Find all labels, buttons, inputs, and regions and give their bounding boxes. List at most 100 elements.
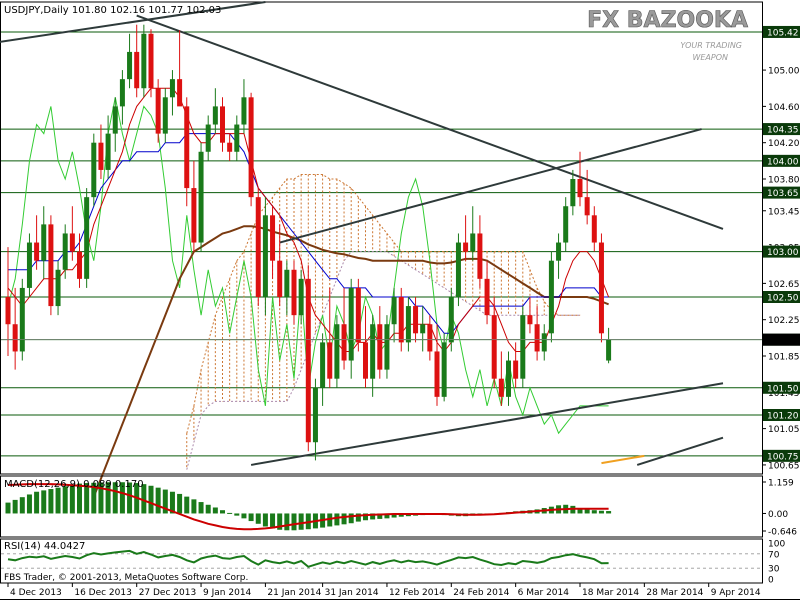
macd-bar (341, 513, 347, 525)
price-tick-label: 103.80 (768, 176, 800, 186)
macd-panel-frame (0, 475, 763, 538)
date-tick-label: 16 Dec 2013 (74, 588, 132, 598)
axes: 105.00104.60104.20103.80103.45103.05102.… (0, 25, 800, 600)
macd-bar (119, 482, 125, 514)
macd-bar (327, 513, 333, 527)
candle-body (105, 133, 111, 170)
macd-bar (377, 513, 383, 519)
candle-body (470, 233, 476, 252)
price-panel[interactable] (0, 1, 763, 498)
macd-bar (169, 491, 175, 514)
date-tick-label: 12 Feb 2014 (389, 588, 445, 598)
candle-body (370, 324, 376, 379)
candle-body (484, 278, 490, 316)
candle-body (12, 324, 18, 352)
level-label: 103.65 (767, 189, 799, 199)
candle-body (169, 79, 175, 98)
candle-body (270, 215, 276, 261)
macd-bar (591, 510, 597, 514)
candle-body (19, 287, 25, 352)
rsi-tick-label: 0 (768, 576, 774, 586)
price-axis: 105.00104.60104.20103.80103.45103.05102.… (762, 25, 800, 471)
macd-bar (577, 508, 583, 514)
senkou-span-a-line (186, 174, 580, 434)
trendline (250, 382, 724, 466)
macd-bar (62, 486, 68, 514)
candle-body (5, 297, 11, 325)
macd-bar (5, 502, 11, 514)
level-label: 103.00 (767, 248, 799, 258)
candle-body (498, 378, 504, 397)
macd-bar (198, 502, 204, 514)
date-tick-label: 31 Jan 2014 (325, 588, 379, 598)
candle-body (563, 206, 569, 243)
candle-body (384, 324, 390, 370)
macd-bar (12, 499, 18, 514)
date-tick-label: 9 Apr 2014 (711, 588, 761, 598)
level-label-box (763, 154, 800, 167)
price-tick-label: 104.60 (768, 103, 800, 113)
macd-bar (26, 494, 32, 514)
macd-bar (112, 482, 118, 514)
level-label-box (763, 381, 800, 394)
macd-bar (205, 504, 211, 514)
candle-body (320, 342, 326, 388)
rsi-title-label: RSI(14) 44.0427 (4, 541, 85, 552)
candle-body (513, 360, 519, 379)
candle-body (112, 106, 118, 134)
candle-body (212, 106, 218, 125)
candle-body (155, 88, 161, 134)
macd-bar (277, 513, 283, 530)
macd-bar (584, 509, 590, 514)
candle-body (491, 315, 497, 379)
candle-body (398, 297, 404, 343)
macd-bar (363, 513, 368, 521)
candle-body (520, 315, 526, 379)
copyright-label: FBS Trader, © 2001-2013, MetaQuotes Soft… (4, 573, 248, 583)
candle-body (327, 342, 333, 379)
candle-body (241, 97, 247, 125)
candle-body (177, 79, 183, 107)
macd-bar (77, 483, 82, 514)
candle-body (277, 260, 283, 297)
macd-bar (220, 510, 225, 514)
candle-body (441, 342, 447, 397)
candle-body (262, 215, 268, 297)
macd-bar (48, 489, 54, 514)
candle-body (220, 106, 225, 143)
macd-bar (606, 511, 612, 514)
candle-body (427, 324, 433, 352)
candle-body (448, 297, 454, 343)
price-tick-label: 104.20 (768, 139, 800, 149)
macd-bar (191, 499, 197, 514)
level-label-box (763, 291, 800, 303)
macd-panel[interactable]: 1.159 0.00 -0.646 (0, 475, 798, 538)
candle-body (556, 242, 562, 261)
candle-body (377, 324, 383, 370)
candle-body (298, 278, 304, 316)
watermark-logo: FX BAZOOKA YOUR TRADING WEAPON (587, 8, 748, 62)
candle-body (227, 142, 233, 152)
macd-bar (148, 485, 154, 514)
candle-body (455, 242, 461, 297)
candle-body (606, 339, 612, 361)
candle-body (405, 306, 411, 343)
macd-bar (127, 482, 133, 514)
rsi-line (7, 549, 609, 568)
candle-body (348, 287, 354, 361)
price-tick-label: 101.05 (768, 425, 800, 435)
senkou-span-b-line (186, 251, 580, 470)
level-label: 102.50 (767, 294, 799, 304)
candle-body (534, 324, 540, 352)
macd-title-label: MACD(12,26,9) 0.089 0.170 (4, 479, 144, 490)
macd-bar (69, 484, 75, 514)
candle-body (598, 242, 604, 334)
rsi-tick-label: 30 (768, 565, 780, 575)
macd-bar (177, 493, 183, 514)
level-label: 104.35 (767, 126, 799, 136)
price-tick-label: 105.00 (768, 67, 800, 77)
level-label: 101.20 (767, 412, 799, 422)
